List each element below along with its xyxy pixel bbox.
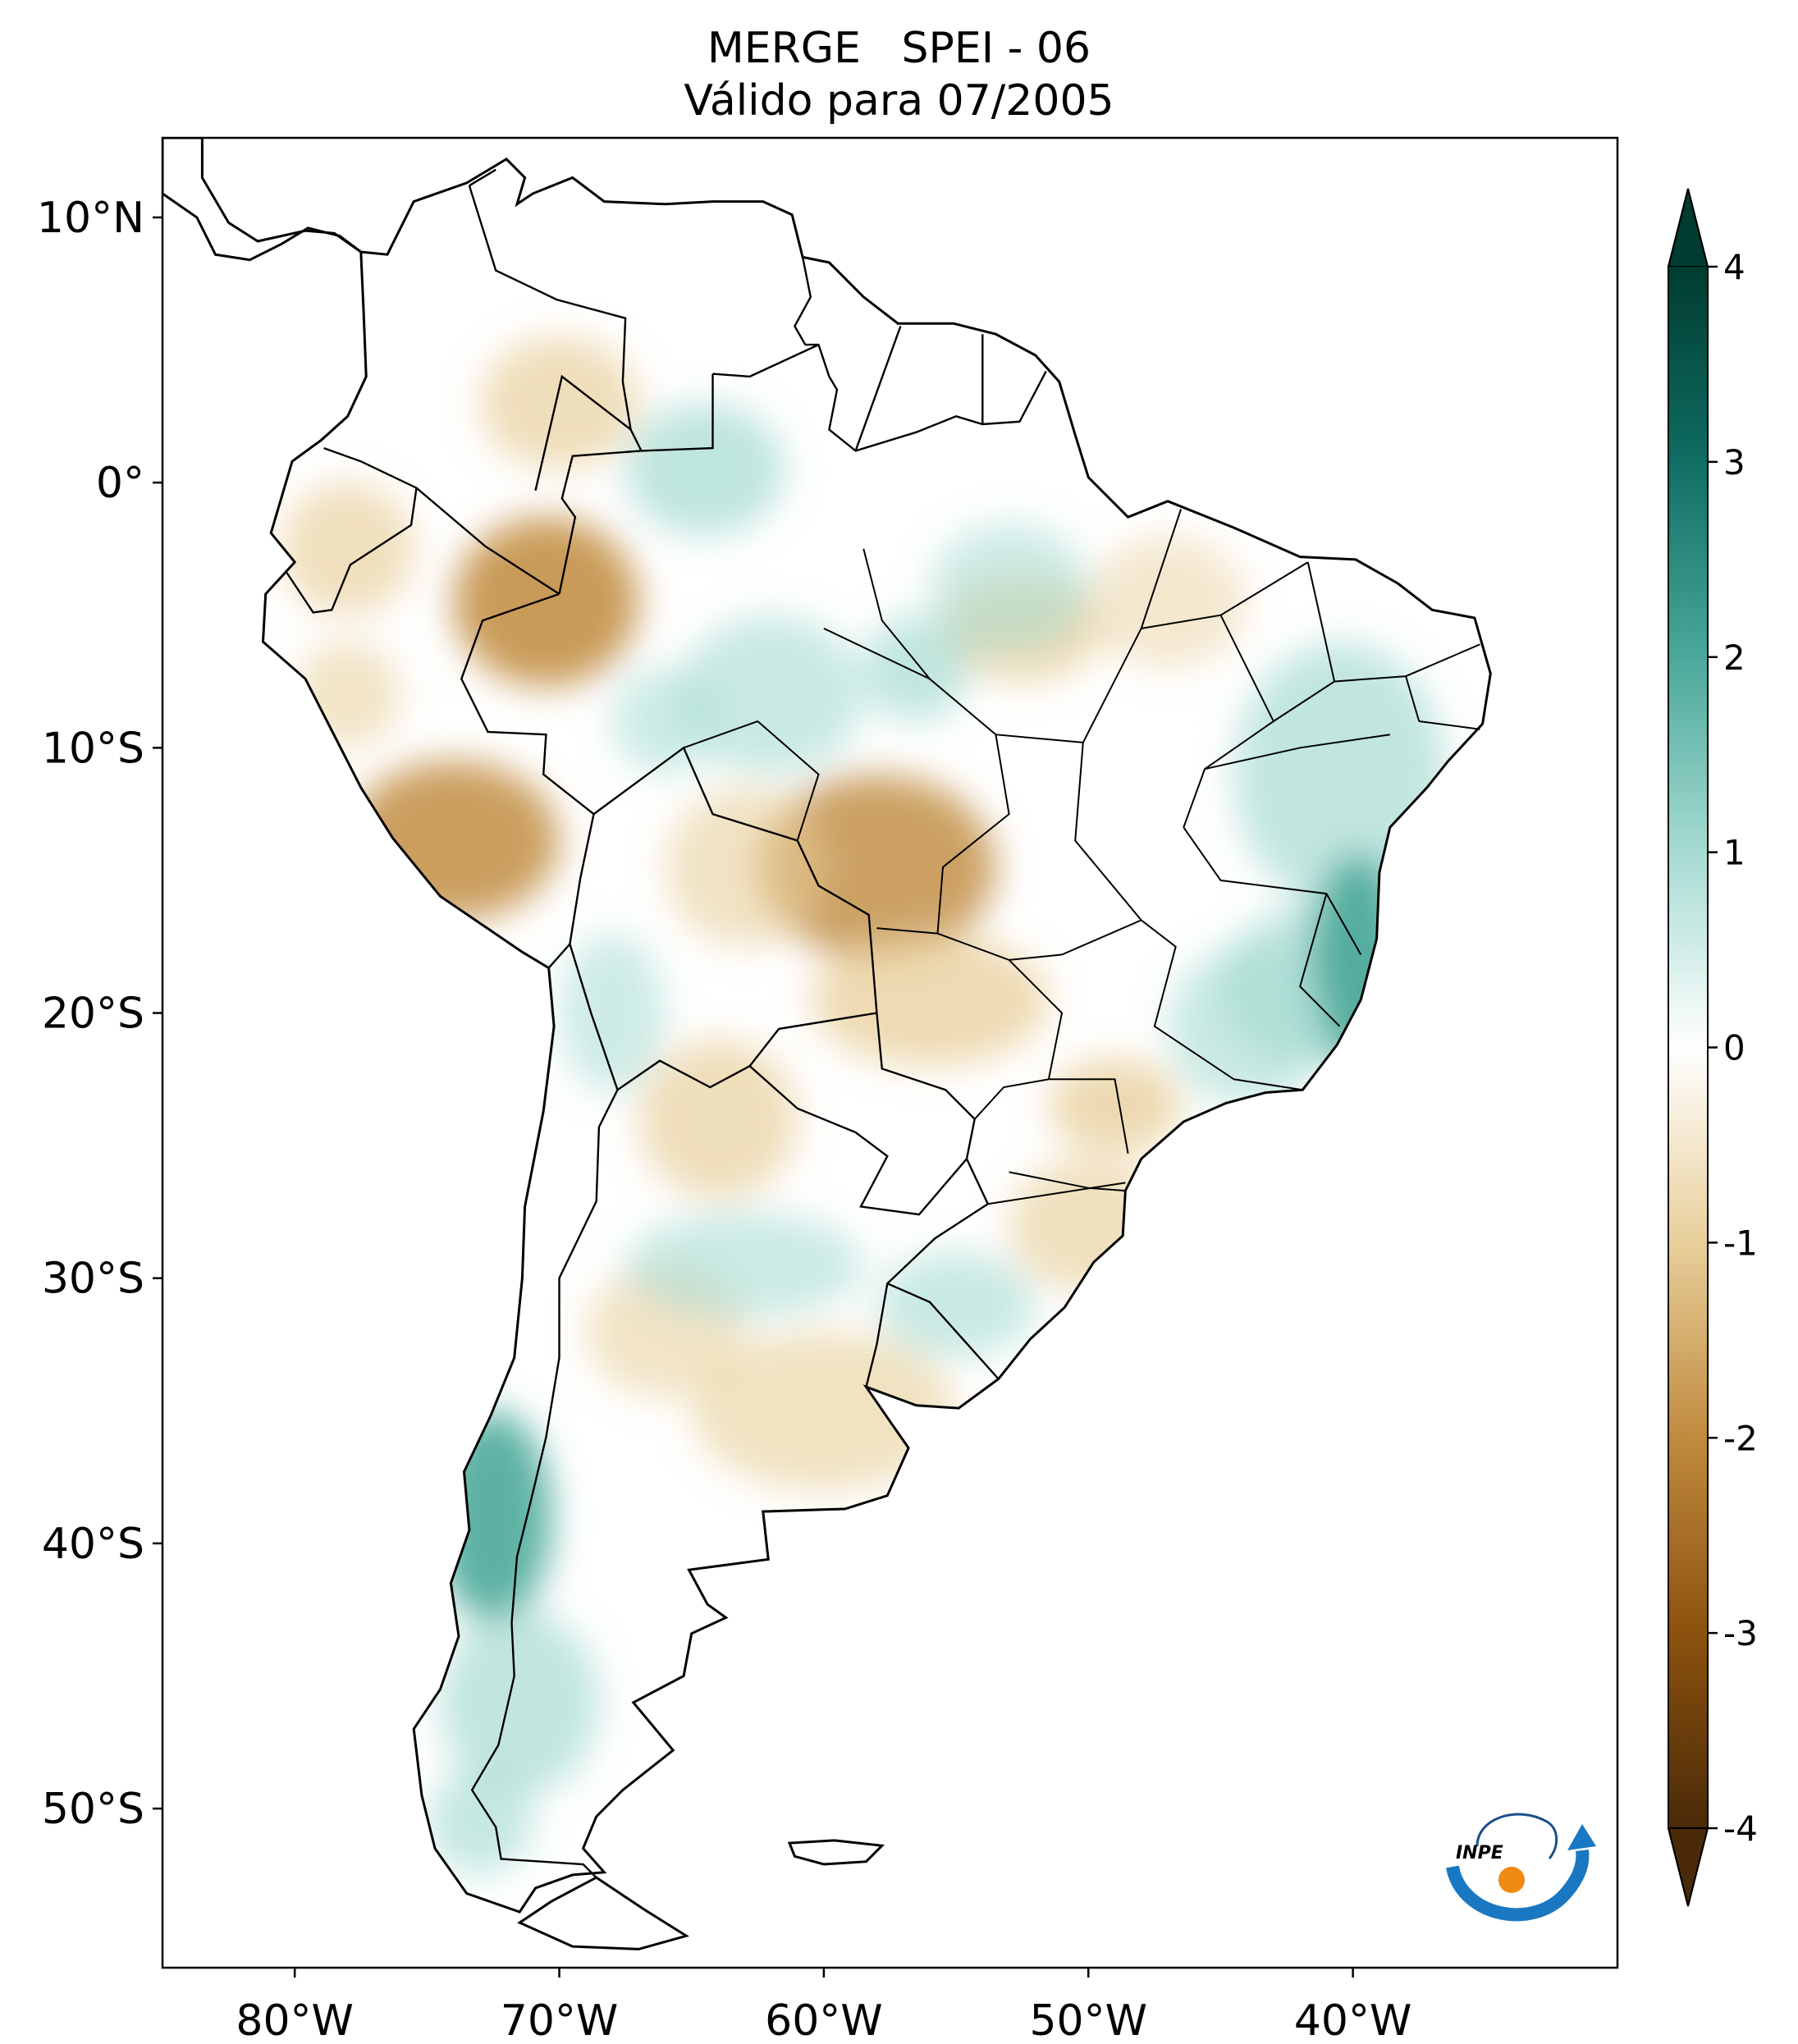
state-border	[1405, 675, 1421, 722]
logo-swoosh-icon	[1446, 1849, 1590, 1922]
country-border	[794, 257, 1047, 452]
political-borders	[286, 168, 1480, 1878]
latitude-axis: 10°N 0° 10°S 20°S 30°S 40°S 50°S	[37, 194, 162, 1834]
spei-anomaly-patch	[281, 482, 414, 615]
country-border	[748, 1065, 968, 1216]
logo-orbit-icon	[1475, 1813, 1558, 1859]
spei-anomaly-patch	[612, 668, 718, 775]
state-border	[987, 1182, 1126, 1205]
spei-anomaly-patch	[479, 336, 639, 469]
colorbar-ticks: 4 3 2 1 0 -1 -2 -3 -4	[1708, 247, 1758, 1849]
spei-anomaly-patch	[691, 1331, 957, 1491]
country-border	[854, 326, 902, 451]
spei-anomaly-patch	[638, 1039, 798, 1199]
state-border	[683, 720, 820, 841]
state-border	[1299, 893, 1341, 1027]
spei-anomaly-patch	[863, 615, 970, 722]
country-border	[712, 344, 820, 378]
country-border	[534, 374, 632, 492]
spei-anomaly-patch	[757, 774, 996, 960]
spei-anomaly-patch	[810, 933, 1049, 1067]
logo-arrow-icon	[1567, 1824, 1596, 1850]
y-tick-label: 10°N	[37, 194, 144, 243]
colorbar-tick-label: -2	[1723, 1418, 1758, 1458]
colorbar: 4 3 2 1 0 -1 -2 -3 -4	[1667, 188, 1758, 1907]
state-border	[1009, 1171, 1126, 1192]
state-border	[937, 742, 1143, 961]
state-border	[1141, 919, 1303, 1091]
spei-anomaly-patch	[1168, 946, 1327, 1106]
country-border	[641, 373, 714, 452]
spei-anomaly-patch	[929, 522, 1089, 656]
spei-anomaly-patch	[1088, 535, 1247, 669]
country-border	[460, 592, 595, 969]
state-border	[862, 548, 931, 679]
spei-anomaly-patch	[678, 615, 864, 775]
map-panel: 80°W 70°W 60°W 50°W 40°W 10°N 0° 10°S 20°S 30°S 4…	[37, 136, 1619, 2044]
x-tick-label: 60°W	[765, 1996, 883, 2044]
x-tick-label: 50°W	[1029, 1996, 1147, 2044]
spei-anomaly-patch	[559, 933, 666, 1093]
y-tick-label: 20°S	[42, 990, 144, 1039]
colorbar-tick-label: 0	[1723, 1028, 1745, 1068]
country-border	[886, 1283, 1000, 1380]
spei-anomaly-patch	[453, 517, 639, 687]
spei-anomaly-patch	[427, 1768, 533, 1875]
state-border	[1419, 720, 1480, 730]
spei-anomaly-patch	[440, 1609, 599, 1795]
x-tick-label: 80°W	[236, 1996, 354, 2044]
y-tick-label: 30°S	[42, 1255, 144, 1304]
country-border	[865, 1158, 990, 1388]
inpe-logo: INPE	[1446, 1813, 1596, 1922]
colorbar-tick-label: -4	[1723, 1809, 1758, 1849]
y-tick-label: 40°S	[42, 1520, 144, 1569]
colorbar-tick-label: 4	[1723, 247, 1745, 287]
spei-anomaly-patch	[665, 787, 824, 947]
state-border	[936, 734, 1010, 934]
colorbar-ramp	[1668, 267, 1708, 1828]
logo-text: INPE	[1456, 1843, 1503, 1863]
state-border	[1204, 734, 1390, 771]
logo-sun-icon	[1498, 1867, 1525, 1893]
spei-anomaly-patch	[876, 1251, 1036, 1358]
falkland-islands	[787, 1839, 885, 1866]
colorbar-tick-label: 1	[1723, 833, 1745, 873]
country-border	[569, 944, 877, 1092]
state-border	[1183, 615, 1275, 828]
x-tick-label: 40°W	[1294, 1996, 1412, 2044]
map-title: MERGE SPEI - 06	[707, 24, 1091, 73]
country-border	[470, 1089, 619, 1878]
spei-anomaly-patch	[1048, 1058, 1182, 1154]
state-border	[823, 627, 1083, 743]
colorbar-max-extension	[1667, 188, 1709, 268]
colorbar-tick-label: 2	[1723, 638, 1745, 678]
country-border	[469, 168, 496, 187]
colorbar-tick-label: 3	[1723, 442, 1745, 482]
colorbar-tick-label: -3	[1723, 1613, 1758, 1653]
map-subtitle: Válido para 07/2005	[684, 76, 1114, 126]
coastline	[162, 138, 1492, 1950]
state-border	[1183, 826, 1362, 955]
x-tick-label: 70°W	[501, 1996, 619, 2044]
spei-anomaly-patch	[625, 403, 785, 536]
state-border	[876, 927, 938, 935]
country-border	[286, 487, 418, 614]
longitude-axis: 80°W 70°W 60°W 50°W 40°W	[236, 1968, 1411, 2044]
y-tick-label: 10°S	[42, 724, 144, 773]
y-tick-label: 0°	[96, 459, 144, 508]
colorbar-min-extension	[1667, 1827, 1709, 1907]
spei-anomaly-patch	[625, 1212, 864, 1319]
country-border	[592, 746, 977, 1159]
state-border	[1048, 1078, 1129, 1154]
colorbar-tick-label: -1	[1723, 1223, 1758, 1263]
y-tick-label: 50°S	[42, 1785, 144, 1834]
